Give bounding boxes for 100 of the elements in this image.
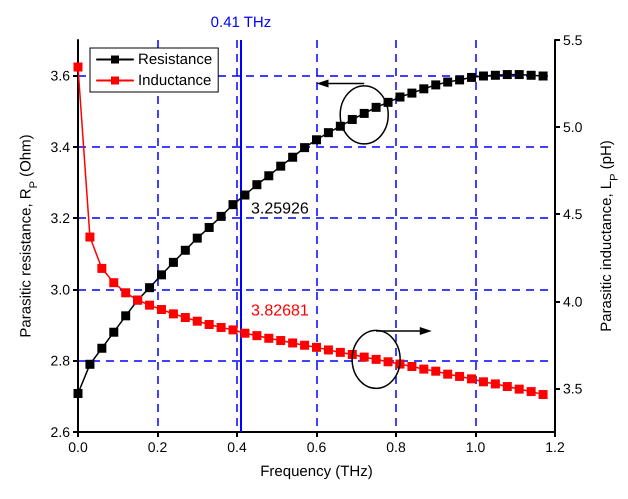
point bbox=[490, 379, 500, 388]
point bbox=[312, 135, 321, 144]
point bbox=[300, 143, 310, 152]
point bbox=[372, 354, 381, 364]
y2-tick-label: 5.5 bbox=[563, 32, 583, 48]
point bbox=[276, 162, 286, 171]
point bbox=[431, 366, 440, 376]
point bbox=[443, 78, 452, 87]
point bbox=[228, 200, 238, 210]
y2-axis-title: Parasitic inductance, LP (pH) bbox=[598, 140, 620, 332]
point bbox=[395, 92, 404, 102]
point bbox=[252, 331, 262, 340]
point bbox=[74, 389, 82, 398]
point bbox=[85, 360, 94, 369]
point bbox=[526, 70, 536, 80]
point bbox=[538, 71, 548, 80]
point bbox=[216, 322, 226, 332]
point bbox=[360, 352, 369, 362]
point bbox=[478, 377, 488, 386]
point bbox=[300, 340, 310, 350]
point bbox=[348, 114, 357, 124]
point bbox=[538, 390, 548, 400]
point bbox=[97, 264, 106, 273]
point bbox=[228, 325, 238, 334]
point bbox=[156, 305, 166, 314]
point bbox=[216, 212, 226, 221]
point bbox=[467, 374, 476, 384]
x-tick-label: 0.0 bbox=[68, 439, 88, 455]
x-tick-label: 0.2 bbox=[148, 439, 168, 455]
point bbox=[288, 152, 298, 162]
point bbox=[502, 70, 512, 80]
point bbox=[312, 342, 321, 352]
legend-label: Inductance bbox=[138, 72, 212, 89]
point bbox=[204, 320, 214, 330]
point bbox=[168, 258, 178, 267]
point bbox=[204, 222, 214, 232]
point bbox=[180, 313, 190, 322]
point bbox=[324, 345, 333, 354]
point bbox=[384, 357, 393, 366]
point bbox=[240, 328, 250, 338]
point bbox=[514, 70, 524, 80]
x-tick-label: 1.2 bbox=[545, 439, 565, 455]
y2-tick-label: 4.5 bbox=[563, 206, 583, 222]
point bbox=[121, 288, 130, 298]
annotation: 3.82681 bbox=[250, 302, 309, 320]
point bbox=[121, 311, 130, 320]
point bbox=[419, 364, 428, 374]
point bbox=[252, 180, 262, 190]
point bbox=[372, 102, 381, 112]
point bbox=[145, 300, 154, 310]
point bbox=[502, 382, 512, 392]
point bbox=[443, 370, 452, 379]
legend-label: Resistance bbox=[138, 51, 212, 68]
y2-tick-label: 4.0 bbox=[563, 293, 583, 310]
y-tick-label: 3.4 bbox=[50, 138, 70, 155]
point bbox=[240, 190, 250, 200]
point bbox=[490, 70, 500, 80]
point bbox=[109, 328, 118, 337]
point bbox=[264, 334, 274, 343]
x-tick-label: 0.4 bbox=[227, 439, 247, 455]
point bbox=[431, 80, 440, 90]
point bbox=[455, 372, 464, 381]
point bbox=[276, 336, 286, 346]
point bbox=[336, 348, 345, 357]
ref-line-label: 0.41 THz bbox=[210, 14, 272, 31]
annotation: 3.25926 bbox=[250, 200, 309, 218]
point bbox=[264, 171, 274, 180]
y-tick-label: 3.6 bbox=[50, 68, 70, 84]
y-tick-label: 3.0 bbox=[50, 281, 70, 298]
y2-tick-label: 5.0 bbox=[563, 119, 583, 136]
point bbox=[145, 283, 154, 292]
x-tick-label: 1.0 bbox=[466, 439, 486, 455]
point bbox=[360, 108, 369, 118]
x-tick-label: 0.6 bbox=[306, 439, 326, 455]
point bbox=[97, 344, 106, 353]
point bbox=[467, 72, 476, 82]
x-tick-label: 0.8 bbox=[386, 439, 406, 455]
point bbox=[192, 234, 202, 243]
point bbox=[168, 309, 178, 318]
point bbox=[324, 128, 333, 138]
point bbox=[156, 270, 166, 280]
point bbox=[455, 75, 464, 84]
point bbox=[74, 62, 82, 72]
x-axis-title: Frequency (THz) bbox=[260, 463, 373, 480]
point bbox=[514, 384, 524, 394]
y-axis-title: Parasitic resistance, RP (Ohm) bbox=[18, 134, 40, 338]
point bbox=[478, 71, 488, 80]
y-tick-label: 2.6 bbox=[50, 424, 70, 440]
y-tick-label: 3.2 bbox=[50, 210, 70, 226]
y2-tick-label: 3.5 bbox=[563, 380, 583, 396]
point bbox=[526, 387, 536, 396]
point bbox=[419, 84, 428, 94]
point bbox=[85, 232, 94, 242]
y-tick-label: 2.8 bbox=[50, 352, 70, 369]
point bbox=[109, 278, 118, 288]
point bbox=[288, 338, 298, 348]
point bbox=[180, 246, 190, 255]
point bbox=[192, 316, 202, 326]
point bbox=[407, 88, 416, 98]
point bbox=[407, 362, 416, 371]
